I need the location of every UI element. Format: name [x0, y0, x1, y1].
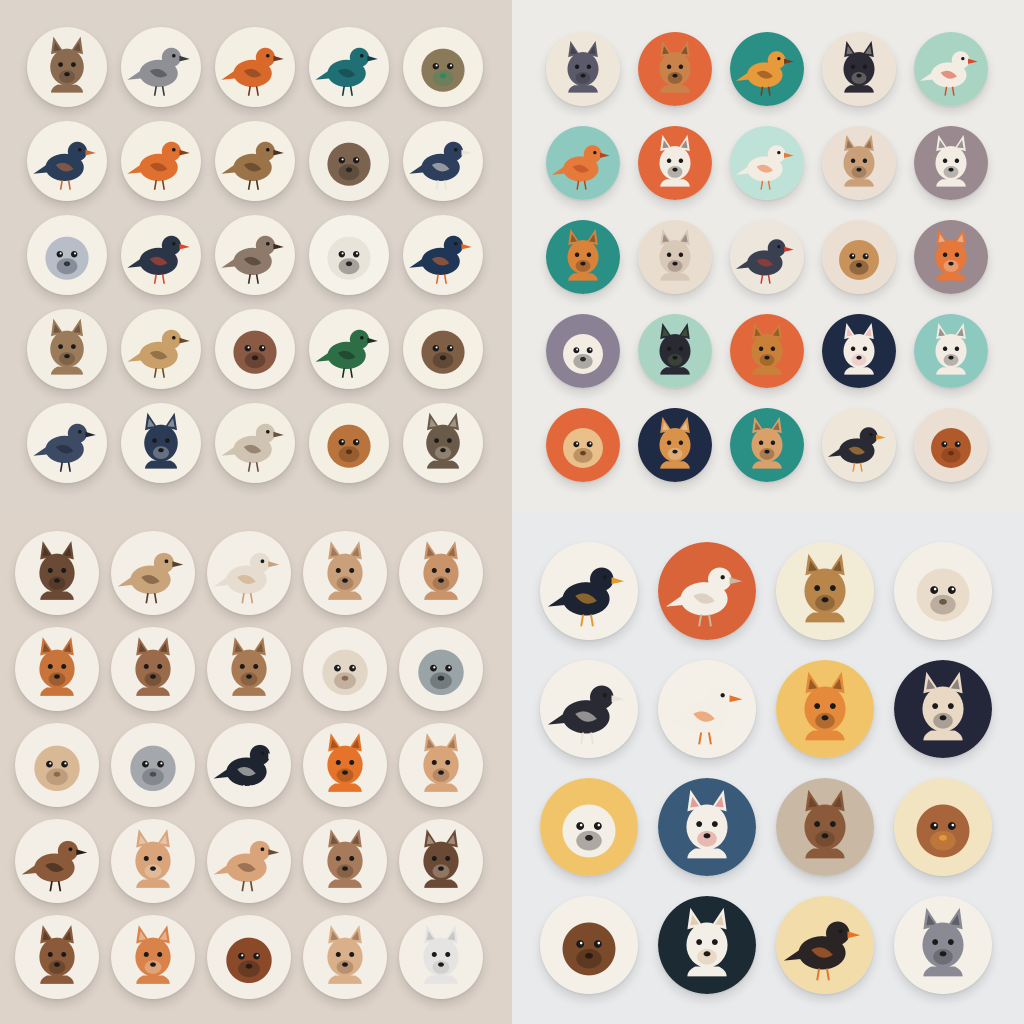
icon-panel-top-left — [0, 0, 512, 512]
mouse-icon — [638, 220, 712, 294]
spaniel-icon — [638, 126, 712, 200]
swallowtail-bird-icon — [822, 408, 896, 482]
deer-icon — [27, 27, 107, 107]
labrador-icon — [730, 408, 804, 482]
owl-icon — [309, 121, 389, 201]
guinea-fowl-icon — [121, 215, 201, 295]
pug-face-icon — [540, 778, 638, 876]
green-bird-icon — [309, 309, 389, 389]
teal-bird-icon — [309, 27, 389, 107]
orange-fox-icon — [303, 723, 387, 807]
white-hen-icon — [658, 542, 756, 640]
icon-panel-top-right — [512, 0, 1024, 512]
beaver-icon — [399, 819, 483, 903]
sparrow-icon — [215, 215, 295, 295]
horned-bird-icon — [121, 27, 201, 107]
icon-grid — [27, 27, 483, 483]
hare-icon — [303, 819, 387, 903]
husky-icon — [914, 126, 988, 200]
retriever-icon — [730, 314, 804, 388]
magpie-bird-icon — [540, 660, 638, 758]
koala-icon — [215, 309, 295, 389]
otter-icon — [403, 403, 483, 483]
lion-icon — [309, 403, 389, 483]
orange-bird-icon — [121, 121, 201, 201]
gazelle-icon — [111, 819, 195, 903]
corgi-icon — [111, 915, 195, 999]
gorilla-icon — [111, 723, 195, 807]
goat-icon — [658, 778, 756, 876]
icon-grid — [15, 531, 483, 999]
red-panda-icon — [15, 627, 99, 711]
parrot-icon — [546, 126, 620, 200]
lion-face-icon — [894, 778, 992, 876]
pug-icon — [822, 220, 896, 294]
black-fox-icon — [822, 32, 896, 106]
wallaby-icon — [111, 627, 195, 711]
brown-bird-icon — [215, 121, 295, 201]
white-owl-icon — [215, 403, 295, 483]
aardvark-icon — [894, 660, 992, 758]
hedgehog-icon — [15, 723, 99, 807]
antler-icon — [776, 778, 874, 876]
tern-icon — [658, 660, 756, 758]
rabbit-icon — [27, 309, 107, 389]
llama-icon — [303, 627, 387, 711]
camel-icon — [207, 627, 291, 711]
fennec-icon — [399, 531, 483, 615]
lamb-face-icon — [822, 314, 896, 388]
icon-grid — [540, 542, 992, 994]
wolf-icon — [894, 896, 992, 994]
brown-owl-icon — [403, 309, 483, 389]
squirrel-icon — [546, 220, 620, 294]
swallow-bird-icon — [776, 896, 874, 994]
meerkat-icon — [303, 915, 387, 999]
brown-deer-icon — [15, 915, 99, 999]
icon-grid — [546, 32, 988, 482]
quail-icon — [121, 309, 201, 389]
duck-icon — [15, 819, 99, 903]
white-rabbit-icon — [399, 915, 483, 999]
satchel-icon — [914, 408, 988, 482]
dark-blue-bird-icon — [27, 121, 107, 201]
bat-icon — [546, 32, 620, 106]
fawn-icon — [303, 531, 387, 615]
white-bird-icon — [27, 215, 107, 295]
seal-icon — [546, 314, 620, 388]
swallow-icon — [403, 121, 483, 201]
icon-panel-bottom-left — [0, 512, 512, 1024]
orca-icon — [207, 723, 291, 807]
dog-icon — [638, 32, 712, 106]
chick-icon — [207, 819, 291, 903]
sheep-icon — [894, 542, 992, 640]
kingfisher-icon — [403, 215, 483, 295]
grizzly-icon — [540, 896, 638, 994]
lamb-icon — [309, 215, 389, 295]
seagull-icon — [730, 126, 804, 200]
deer-face-icon — [658, 896, 756, 994]
puffin-icon — [540, 542, 638, 640]
woodpecker-icon — [914, 32, 988, 106]
robin-icon — [215, 27, 295, 107]
horse-icon — [638, 314, 712, 388]
pigeon-icon — [27, 403, 107, 483]
red-fox-icon — [914, 220, 988, 294]
mole-icon — [15, 531, 99, 615]
terrier-icon — [914, 314, 988, 388]
icon-panel-bottom-right — [512, 512, 1024, 1024]
fox-owl-icon — [776, 660, 874, 758]
fox-icon — [822, 126, 896, 200]
kangaroo-icon — [638, 408, 712, 482]
lion-cub-icon — [546, 408, 620, 482]
kiwi-bird-icon — [111, 531, 195, 615]
magpie-icon — [730, 220, 804, 294]
finch-icon — [730, 32, 804, 106]
fluffy-bird-icon — [403, 27, 483, 107]
cat-icon — [121, 403, 201, 483]
white-dove-icon — [207, 531, 291, 615]
grey-seal-icon — [399, 627, 483, 711]
bear-cub-icon — [776, 542, 874, 640]
tall-owl-icon — [207, 915, 291, 999]
antelope-icon — [399, 723, 483, 807]
